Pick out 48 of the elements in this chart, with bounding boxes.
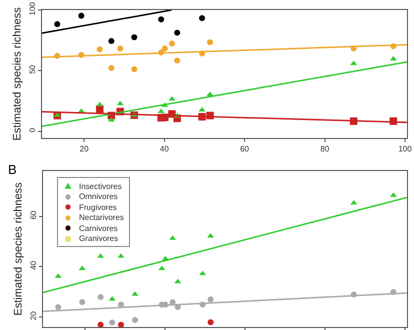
legend-label: Insectivores	[79, 182, 122, 191]
x-tick-label: 100	[398, 144, 412, 154]
x-tick-label: 20	[80, 144, 90, 154]
x-tick-label: 80	[320, 144, 330, 154]
point	[117, 45, 124, 52]
y-tick-label: 40	[28, 260, 38, 270]
point	[158, 16, 164, 22]
point	[207, 39, 214, 46]
point	[79, 299, 86, 306]
point	[132, 291, 138, 296]
point	[78, 12, 84, 19]
point	[98, 294, 104, 300]
point	[118, 322, 124, 327]
y-tick-label: 100	[28, 2, 37, 16]
point	[208, 319, 214, 326]
point	[168, 96, 176, 101]
point	[174, 30, 180, 36]
point	[174, 57, 180, 64]
point	[54, 21, 60, 28]
x-tick-label: 60	[240, 144, 250, 154]
point	[55, 304, 62, 310]
y-tick-label: 50	[28, 64, 37, 74]
point	[108, 64, 114, 71]
text: B	[8, 162, 17, 177]
point	[208, 296, 214, 302]
x-tick-label: 40	[160, 144, 170, 154]
point	[98, 322, 104, 327]
y-tick-label: 0	[28, 127, 37, 132]
point	[118, 253, 124, 258]
legend-label: Nectarivores	[79, 213, 124, 222]
y-tick-label: 60	[28, 210, 38, 220]
point	[108, 38, 114, 44]
point	[199, 15, 206, 22]
legend-label: Omnivores	[79, 192, 118, 202]
point	[131, 66, 138, 72]
legend-label: Granivores	[79, 234, 118, 244]
point	[168, 40, 175, 46]
y-axis-title: Estimated species richness	[12, 182, 24, 316]
point	[198, 106, 206, 112]
point	[131, 34, 138, 40]
y-axis-title: Estimated species richness	[11, 6, 24, 141]
y-tick-label: 20	[28, 310, 38, 320]
legend-label: Carnivores	[79, 224, 118, 233]
point	[96, 46, 103, 52]
point	[162, 45, 168, 52]
point	[109, 319, 116, 326]
legend-label: Frugivores	[79, 202, 117, 212]
point	[132, 316, 138, 323]
